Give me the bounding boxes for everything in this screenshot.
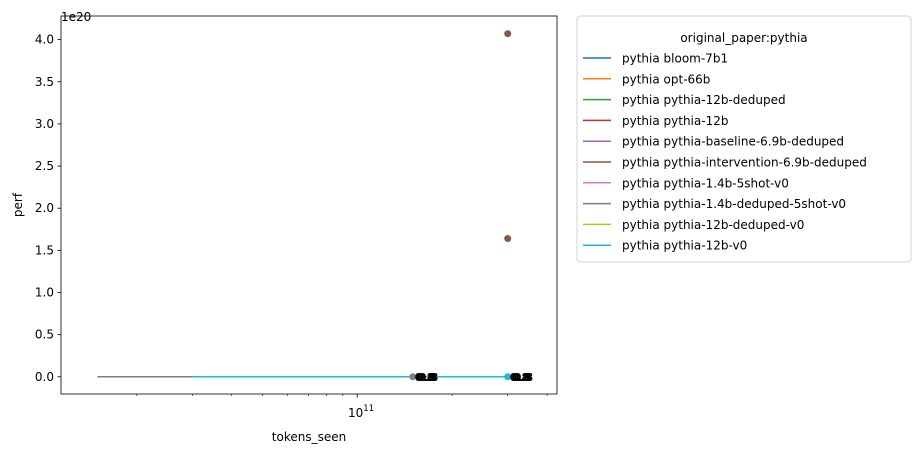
y-tick-label: 3.0 (35, 117, 54, 131)
legend-entry-label: pythia pythia-baseline-6.9b-deduped (622, 135, 844, 149)
x-tick-exponent: 11 (363, 404, 374, 414)
legend-entry-label: pythia pythia-1.4b-deduped-5shot-v0 (622, 197, 846, 211)
point-annotation: 0.8 (419, 371, 439, 384)
x-tick-base: 10 (348, 406, 363, 420)
x-axis (136, 394, 548, 398)
x-axis-label: tokens_seen (272, 430, 346, 444)
legend-entry-label: pythia pythia-intervention-6.9b-deduped (622, 156, 867, 170)
y-tick-label: 0.0 (35, 370, 54, 384)
y-axis-label: perf (11, 192, 25, 217)
annotation-layer: 0.80.80.8 0.80.80.8 (415, 371, 533, 384)
data-point (504, 30, 512, 38)
legend-entry-label: pythia pythia-1.4b-5shot-v0 (622, 176, 789, 190)
point-annotation: 0.8 (512, 371, 532, 384)
legend-items: pythia bloom-7b1 pythia opt-66b pythia pyt… (583, 52, 867, 253)
y-offset-label: 1e20 (61, 10, 91, 24)
point-annotation: 0.8 (510, 371, 530, 384)
y-tick-label: 1.5 (35, 243, 54, 257)
legend-entry-label: pythia opt-66b (622, 72, 710, 86)
data-point (409, 373, 417, 381)
legend-title: original_paper:pythia (680, 31, 807, 45)
plot-area (60, 15, 558, 395)
legend-entry-label: pythia pythia-12b-deduped (622, 93, 786, 107)
data-point (504, 235, 512, 243)
y-tick-label: 2.5 (35, 159, 54, 173)
point-annotation: 0.8 (514, 371, 534, 384)
legend-box (576, 15, 912, 263)
legend-entry-label: pythia bloom-7b1 (622, 52, 728, 66)
marker-layer (409, 30, 512, 381)
x-tick-label-1e11: 1011 (348, 404, 374, 420)
legend-entry-label: pythia pythia-12b (622, 114, 728, 128)
y-tick-label: 1.0 (35, 286, 54, 300)
y-axis: 0.0 0.5 1.0 1.5 2.0 2.5 3.0 3.5 4.0 (35, 33, 61, 384)
legend-entry-label: pythia pythia-12b-v0 (622, 239, 747, 253)
point-annotation: 0.8 (417, 371, 437, 384)
data-point (504, 373, 512, 381)
y-tick-label: 0.5 (35, 328, 54, 342)
point-annotation: 0.8 (415, 371, 435, 384)
y-tick-label: 2.0 (35, 201, 54, 215)
legend-entry-label: pythia pythia-12b-deduped-v0 (622, 218, 804, 232)
y-tick-label: 4.0 (35, 33, 54, 47)
legend: original_paper:pythia pythia bloom-7b1py… (576, 15, 912, 263)
y-tick-label: 3.5 (35, 75, 54, 89)
